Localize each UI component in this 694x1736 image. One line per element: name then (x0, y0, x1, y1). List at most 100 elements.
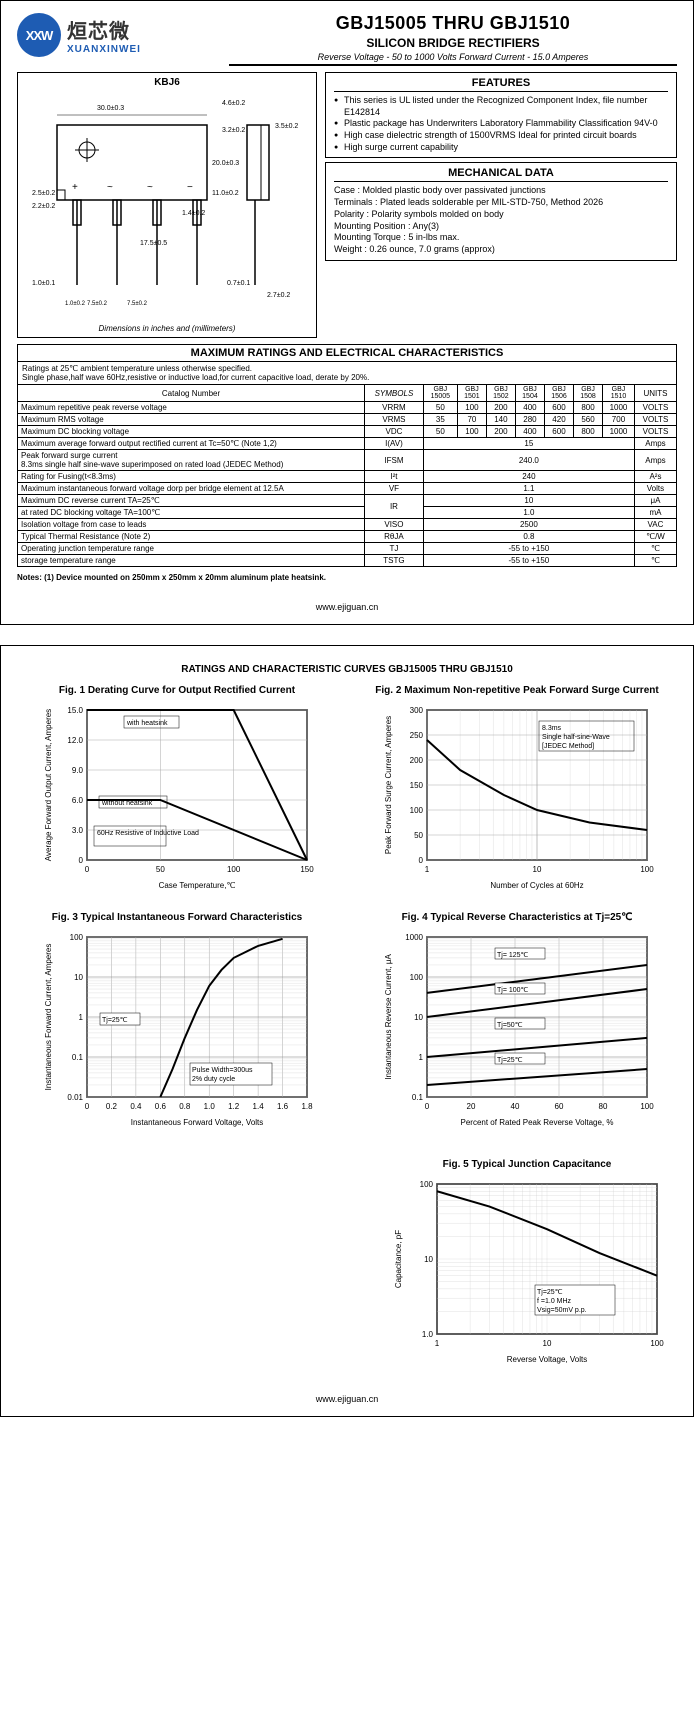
svg-text:Instantaneous Forward Current,: Instantaneous Forward Current, Amperes (44, 944, 53, 1091)
svg-text:12.0: 12.0 (67, 736, 83, 745)
svg-text:2.7±0.2: 2.7±0.2 (267, 292, 290, 299)
ratings-note: Ratings at 25℃ ambient temperature unles… (17, 361, 677, 384)
svg-text:4.6±0.2: 4.6±0.2 (222, 100, 245, 107)
svg-text:Vsig=50mV p.p.: Vsig=50mV p.p. (537, 1307, 587, 1314)
svg-text:6.0: 6.0 (72, 796, 84, 805)
svg-text:Instantaneous Reverse Current,: Instantaneous Reverse Current, μA (384, 954, 393, 1080)
fig4-title: Fig. 4 Typical Reverse Characteristics a… (367, 912, 667, 923)
header: XXW 烜芯微 XUANXINWEI GBJ15005 THRU GBJ1510… (17, 13, 677, 66)
svg-text:150: 150 (300, 865, 314, 874)
svg-text:0.6: 0.6 (155, 1102, 167, 1111)
svg-text:[JEDEC Method]: [JEDEC Method] (542, 743, 594, 750)
svg-text:10: 10 (414, 1013, 423, 1022)
svg-text:10: 10 (543, 1339, 552, 1348)
fig4-chart: Fig. 4 Typical Reverse Characteristics a… (367, 912, 667, 1147)
svg-text:0: 0 (419, 856, 424, 865)
svg-text:2.5±0.2: 2.5±0.2 (32, 190, 55, 197)
svg-text:10: 10 (424, 1255, 433, 1264)
fig3-chart: Fig. 3 Typical Instantaneous Forward Cha… (27, 912, 327, 1147)
svg-text:Case Temperature,℃: Case Temperature,℃ (159, 881, 236, 890)
mechanical-line: Weight : 0.26 ounce, 7.0 grams (approx) (334, 244, 668, 256)
svg-text:1: 1 (419, 1053, 424, 1062)
svg-text:Tj= 125℃: Tj= 125℃ (497, 952, 529, 959)
svg-text:150: 150 (410, 781, 424, 790)
sub-title: SILICON BRIDGE RECTIFIERS (229, 36, 677, 50)
svg-text:10: 10 (533, 865, 542, 874)
svg-text:100: 100 (420, 1180, 434, 1189)
right-column: FEATURES This series is UL listed under … (325, 72, 677, 338)
svg-text:40: 40 (511, 1102, 520, 1111)
logo-icon: XXW (17, 13, 61, 57)
features-title: FEATURES (334, 77, 668, 92)
svg-text:+: + (72, 182, 78, 193)
package-drawing: + ~ ~ − (22, 90, 312, 320)
fig1-chart: Fig. 1 Derating Curve for Output Rectifi… (27, 685, 327, 900)
mechanical-line: Case : Molded plastic body over passivat… (334, 185, 668, 197)
svg-text:Peak Forward Surge Current, Am: Peak Forward Surge Current, Amperes (384, 716, 393, 854)
svg-text:10: 10 (74, 973, 83, 982)
svg-text:0: 0 (425, 1102, 430, 1111)
svg-text:20: 20 (467, 1102, 476, 1111)
logo-chinese: 烜芯微 (67, 15, 141, 44)
svg-text:2% duty cycle: 2% duty cycle (192, 1076, 235, 1083)
fig1-title: Fig. 1 Derating Curve for Output Rectifi… (27, 685, 327, 696)
svg-text:Percent of Rated Peak Reverse: Percent of Rated Peak Reverse Voltage, % (461, 1118, 614, 1127)
svg-text:0.1: 0.1 (72, 1053, 84, 1062)
svg-text:100: 100 (410, 973, 424, 982)
svg-text:1.0: 1.0 (204, 1102, 216, 1111)
feature-item: High surge current capability (334, 142, 668, 154)
svg-text:Tj=25℃: Tj=25℃ (497, 1057, 523, 1064)
mechanical-box: MECHANICAL DATA Case : Molded plastic bo… (325, 162, 677, 260)
svg-text:100: 100 (70, 933, 84, 942)
svg-text:1: 1 (79, 1013, 84, 1022)
svg-text:Instantaneous Forward Voltage,: Instantaneous Forward Voltage, Volts (131, 1118, 264, 1127)
datasheet-page-2: RATINGS AND CHARACTERISTIC CURVES GBJ150… (0, 645, 694, 1417)
mechanical-line: Mounting Position : Any(3) (334, 221, 668, 233)
svg-text:2.2±0.2: 2.2±0.2 (32, 203, 55, 210)
svg-text:100: 100 (640, 865, 654, 874)
svg-text:Tj=25℃: Tj=25℃ (537, 1289, 563, 1296)
svg-text:~: ~ (107, 182, 113, 193)
mechanical-line: Polarity : Polarity symbols molded on bo… (334, 209, 668, 221)
svg-text:7.5±0.2: 7.5±0.2 (127, 301, 148, 307)
svg-text:1: 1 (435, 1339, 440, 1348)
svg-text:1.2: 1.2 (228, 1102, 240, 1111)
curves-title: RATINGS AND CHARACTERISTIC CURVES GBJ150… (17, 664, 677, 675)
fig3-title: Fig. 3 Typical Instantaneous Forward Cha… (27, 912, 327, 923)
svg-text:0.01: 0.01 (67, 1093, 83, 1102)
svg-text:80: 80 (599, 1102, 608, 1111)
svg-text:Single half-sine-Wave: Single half-sine-Wave (542, 734, 610, 741)
svg-text:1.8: 1.8 (301, 1102, 313, 1111)
svg-text:100: 100 (227, 865, 241, 874)
svg-text:0.2: 0.2 (106, 1102, 118, 1111)
svg-text:50: 50 (156, 865, 165, 874)
title-block: GBJ15005 THRU GBJ1510 SILICON BRIDGE REC… (229, 13, 677, 66)
svg-text:11.0±0.2: 11.0±0.2 (212, 190, 239, 197)
svg-text:0: 0 (85, 1102, 90, 1111)
logo-english: XUANXINWEI (67, 44, 141, 55)
svg-text:1.0±0.2: 1.0±0.2 (65, 301, 86, 307)
svg-text:Reverse Voltage, Volts: Reverse Voltage, Volts (507, 1355, 588, 1364)
svg-text:15.0: 15.0 (67, 706, 83, 715)
svg-text:0.8: 0.8 (179, 1102, 191, 1111)
notes: Notes: (1) Device mounted on 250mm x 250… (17, 573, 677, 582)
ratings-table: Catalog NumberSYMBOLSGBJ15005GBJ1501GBJ1… (17, 384, 677, 567)
features-list: This series is UL listed under the Recog… (334, 95, 668, 153)
svg-text:1.0: 1.0 (422, 1330, 434, 1339)
svg-text:f =1.0 MHz: f =1.0 MHz (537, 1298, 572, 1305)
svg-text:1.4: 1.4 (253, 1102, 265, 1111)
diagram-caption: Dimensions in inches and (millimeters) (22, 324, 312, 333)
mechanical-line: Terminals : Plated leads solderable per … (334, 197, 668, 209)
svg-text:with heatsink: with heatsink (126, 720, 168, 727)
svg-text:200: 200 (410, 756, 424, 765)
logo-block: XXW 烜芯微 XUANXINWEI (17, 13, 217, 57)
svg-text:Pulse Width=300us: Pulse Width=300us (192, 1067, 253, 1074)
svg-text:100: 100 (410, 806, 424, 815)
svg-text:100: 100 (640, 1102, 654, 1111)
svg-text:0.7±0.1: 0.7±0.1 (227, 280, 250, 287)
svg-text:−: − (187, 182, 193, 193)
diagram-title: KBJ6 (22, 77, 312, 88)
fig2-chart: Fig. 2 Maximum Non-repetitive Peak Forwa… (367, 685, 667, 900)
svg-text:0.1: 0.1 (412, 1093, 424, 1102)
svg-text:17.5±0.5: 17.5±0.5 (140, 240, 167, 247)
